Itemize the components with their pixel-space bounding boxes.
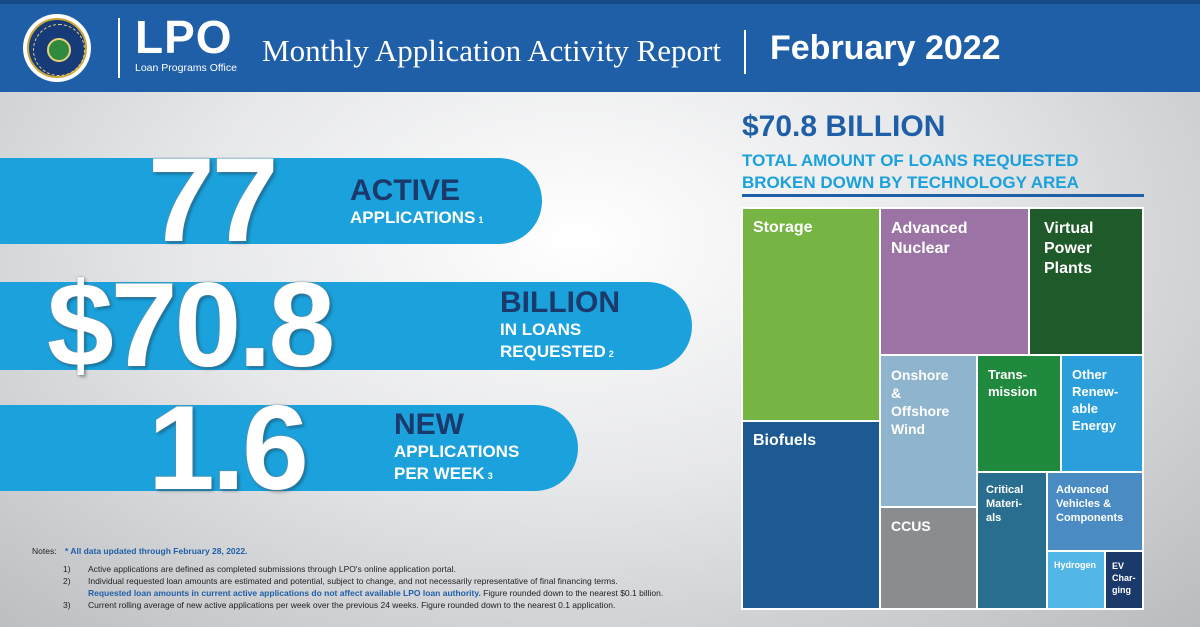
tile-critical-materials: Critical Materi-als [978,473,1046,608]
tile-ev-charging: EV Char-ging [1106,552,1142,608]
tile-transmission: Trans-mission [978,356,1060,471]
header-divider [118,18,120,78]
total-subtitle: TOTAL AMOUNT OF LOANS REQUESTED BROKEN D… [742,151,1079,192]
note-text: Active applications are defined as compl… [88,564,456,574]
stat-new-number: 1.6 [148,381,309,515]
doe-seal-icon [23,14,91,82]
lpo-logo-subtitle: Loan Programs Office [135,62,237,74]
tile-other-renewable-energy: Other Renew-able Energy [1062,356,1142,471]
report-month: February 2022 [770,29,1001,67]
stat-new-headline: NEW [394,408,464,441]
notes-label: Notes: [32,546,57,556]
stat-loans-detail-2: REQUESTED 2 [500,342,614,361]
note-number: 1) [63,564,71,574]
tile-advanced-nuclear: Advanced Nuclear [881,209,1028,354]
stat-active-number: 77 [148,133,278,267]
technology-treemap: Storage Biofuels Advanced Nuclear Virtual… [741,207,1144,610]
report-title: Monthly Application Activity Report [262,33,721,68]
tile-storage: Storage [743,209,879,420]
lpo-logo: LPO [135,11,233,63]
stat-pill-billion [0,282,692,370]
note-text: Individual requested loan amounts are es… [88,576,618,586]
tile-ccus: CCUS [881,508,976,608]
stat-pill-new [0,405,578,491]
stat-pill-active [0,158,542,244]
note-text: Current rolling average of new active ap… [88,600,616,610]
stat-new-detail-1: APPLICATIONS [394,442,520,461]
tile-advanced-vehicles: Advanced Vehicles & Components [1048,473,1142,550]
header-divider-2 [744,30,746,74]
note-number: 3) [63,600,71,610]
note-text: Requested loan amounts in current active… [88,588,664,598]
tile-virtual-power-plants: Virtual Power Plants [1030,209,1142,354]
header-top-line [0,0,1200,4]
total-amount: $70.8 BILLION [742,110,946,143]
stat-loans-headline: BILLION [500,286,620,319]
tile-onshore-offshore-wind: Onshore & Offshore Wind [881,356,976,506]
stat-loans-number: $70.8 [47,258,335,392]
tile-biofuels: Biofuels [743,422,879,608]
stat-active-headline: ACTIVE [350,174,461,207]
stat-loans-detail-1: IN LOANS [500,320,582,339]
stat-active-detail: APPLICATIONS 1 [350,208,484,227]
note-number: 2) [63,576,71,586]
stat-new-detail-2: PER WEEK 3 [394,464,493,483]
tile-hydrogen: Hydrogen [1048,552,1104,608]
notes-all-data: * All data updated through February 28, … [65,546,248,556]
total-divider [742,194,1144,197]
header-bar: LPO Loan Programs Office Monthly Applica… [0,0,1200,92]
